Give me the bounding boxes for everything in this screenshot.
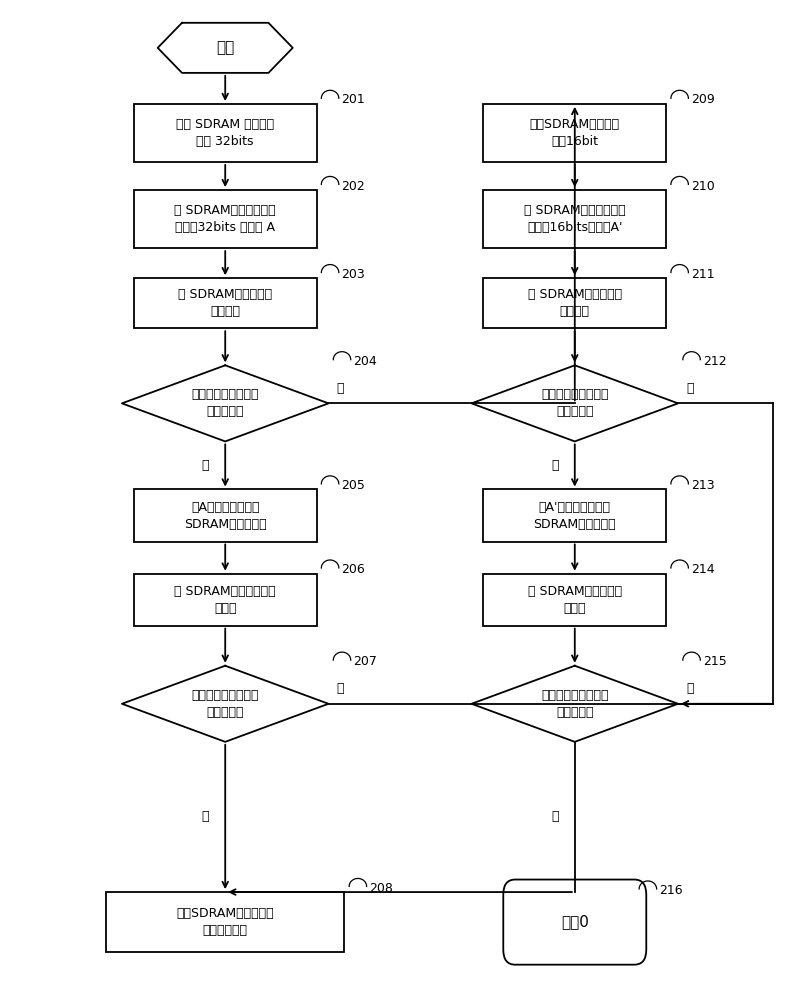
Text: 设置SDRAM的数据宽
度为16bit: 设置SDRAM的数据宽 度为16bit bbox=[530, 118, 620, 148]
Text: 201: 201 bbox=[342, 94, 365, 107]
FancyBboxPatch shape bbox=[503, 879, 646, 965]
Text: 从 SDRAM起始地址读
回数据: 从 SDRAM起始地址读 回数据 bbox=[528, 585, 622, 614]
Text: 开始: 开始 bbox=[216, 40, 234, 55]
FancyBboxPatch shape bbox=[134, 190, 317, 248]
Text: 208: 208 bbox=[369, 881, 393, 894]
Text: 将A'按位取反写入到
SDRAM起始地址中: 将A'按位取反写入到 SDRAM起始地址中 bbox=[534, 500, 616, 531]
Text: 是: 是 bbox=[551, 811, 558, 824]
Text: 212: 212 bbox=[702, 354, 726, 368]
Text: 210: 210 bbox=[690, 179, 714, 192]
Text: 返回0: 返回0 bbox=[561, 914, 589, 929]
Text: 将A按位取反写入到
SDRAM起始地址中: 将A按位取反写入到 SDRAM起始地址中 bbox=[184, 500, 266, 531]
Text: 写入的与读回的数据
是否相等？: 写入的与读回的数据 是否相等？ bbox=[191, 389, 259, 418]
Text: 向 SDRAM起始地址中写
入一个16bits的数据A': 向 SDRAM起始地址中写 入一个16bits的数据A' bbox=[524, 204, 626, 234]
Text: 216: 216 bbox=[659, 884, 682, 897]
Text: 213: 213 bbox=[690, 479, 714, 492]
Text: 写入的与读回的数据
是否相等？: 写入的与读回的数据 是否相等？ bbox=[541, 389, 609, 418]
Text: 否: 否 bbox=[337, 382, 344, 395]
Polygon shape bbox=[471, 666, 678, 742]
FancyBboxPatch shape bbox=[483, 489, 666, 542]
FancyBboxPatch shape bbox=[134, 574, 317, 625]
Text: 209: 209 bbox=[690, 94, 714, 107]
Polygon shape bbox=[471, 366, 678, 441]
Text: 进入SDRAM列地址宽度
检测配置流程: 进入SDRAM列地址宽度 检测配置流程 bbox=[177, 907, 274, 938]
Text: 设置 SDRAM 的数据宽
度为 32bits: 设置 SDRAM 的数据宽 度为 32bits bbox=[176, 118, 274, 148]
Text: 207: 207 bbox=[353, 656, 377, 669]
Polygon shape bbox=[122, 366, 329, 441]
FancyBboxPatch shape bbox=[134, 278, 317, 328]
Text: 从 SDRAM起始地址处
读回数据: 从 SDRAM起始地址处 读回数据 bbox=[528, 288, 622, 318]
FancyBboxPatch shape bbox=[483, 278, 666, 328]
FancyBboxPatch shape bbox=[483, 574, 666, 625]
FancyBboxPatch shape bbox=[106, 892, 344, 953]
Text: 写入的与读回的数据
是否相等？: 写入的与读回的数据 是否相等？ bbox=[541, 689, 609, 719]
FancyBboxPatch shape bbox=[483, 190, 666, 248]
Polygon shape bbox=[158, 23, 293, 73]
FancyBboxPatch shape bbox=[483, 104, 666, 162]
Text: 否: 否 bbox=[686, 683, 694, 695]
Text: 从 SDRAM起始地址处读
回数据: 从 SDRAM起始地址处读 回数据 bbox=[174, 585, 276, 614]
FancyBboxPatch shape bbox=[134, 104, 317, 162]
Text: 是: 是 bbox=[202, 811, 209, 824]
Text: 向 SDRAM起始地址中写
入一个32bits 的数据 A: 向 SDRAM起始地址中写 入一个32bits 的数据 A bbox=[174, 204, 276, 234]
Text: 211: 211 bbox=[690, 268, 714, 281]
Text: 205: 205 bbox=[342, 479, 365, 492]
Text: 是: 是 bbox=[551, 459, 558, 472]
Text: 206: 206 bbox=[342, 563, 365, 576]
Text: 202: 202 bbox=[342, 179, 365, 192]
Text: 否: 否 bbox=[686, 382, 694, 395]
Polygon shape bbox=[122, 666, 329, 742]
Text: 是: 是 bbox=[202, 459, 209, 472]
FancyBboxPatch shape bbox=[134, 489, 317, 542]
Text: 写入的与读回的数据
是否相等？: 写入的与读回的数据 是否相等？ bbox=[191, 689, 259, 719]
Text: 否: 否 bbox=[337, 683, 344, 695]
Text: 214: 214 bbox=[690, 563, 714, 576]
Text: 从 SDRAM起始地址处
读回数据: 从 SDRAM起始地址处 读回数据 bbox=[178, 288, 272, 318]
Text: 204: 204 bbox=[353, 354, 377, 368]
Text: 203: 203 bbox=[342, 268, 365, 281]
Text: 215: 215 bbox=[702, 656, 726, 669]
